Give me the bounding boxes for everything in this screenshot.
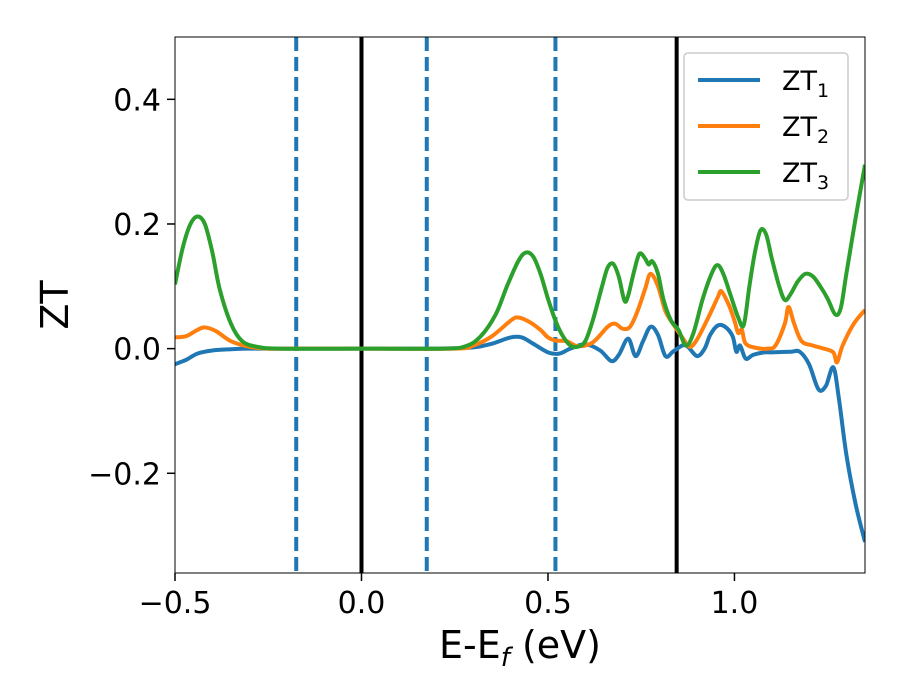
legend-label-subscript: 1 <box>817 80 829 102</box>
legend-label-subscript: 3 <box>817 172 829 194</box>
y-axis-title: ZT <box>33 280 77 330</box>
y-tick-label: −0.2 <box>88 457 161 492</box>
legend-label-zt2: ZT2 <box>782 112 829 148</box>
y-axis: −0.2 0.0 0.2 0.4 <box>88 83 175 492</box>
legend-label-subscript: 2 <box>817 126 829 148</box>
x-axis-title-main: E-E <box>439 623 501 667</box>
x-tick-label: 0.0 <box>338 586 386 621</box>
series-layer <box>175 164 865 543</box>
plot-frame <box>174 36 866 574</box>
legend-label-main: ZT <box>782 112 817 143</box>
x-axis: −0.5 0.0 0.5 1.0 <box>139 573 759 621</box>
series-line-zt3 <box>175 164 865 351</box>
y-tick-label: 0.2 <box>113 208 161 243</box>
x-tick-label: −0.5 <box>139 586 212 621</box>
legend-label-zt1: ZT1 <box>782 66 829 102</box>
x-axis-title: E-Ef (eV) <box>439 623 601 673</box>
legend-label-main: ZT <box>782 66 817 97</box>
legend-box <box>683 52 849 201</box>
legend-label-zt3: ZT3 <box>782 158 829 194</box>
y-tick-label: 0.0 <box>113 333 161 368</box>
y-tick-label: 0.4 <box>113 83 161 118</box>
x-axis-title-unit: (eV) <box>510 623 601 667</box>
legend-label-main: ZT <box>782 158 817 189</box>
x-tick-label: 0.5 <box>524 586 572 621</box>
x-tick-label: 1.0 <box>711 586 759 621</box>
reference-lines <box>294 37 679 573</box>
series-line-zt1 <box>175 322 865 543</box>
